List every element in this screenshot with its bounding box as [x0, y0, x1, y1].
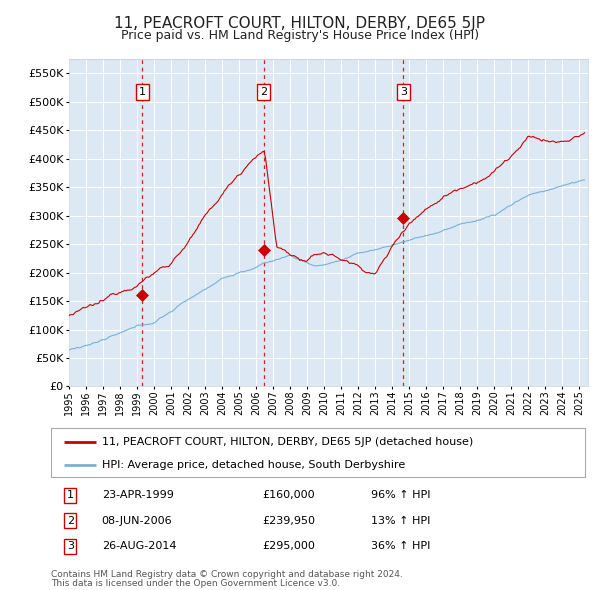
Text: 2: 2: [260, 87, 267, 97]
Text: 08-JUN-2006: 08-JUN-2006: [102, 516, 172, 526]
Text: 2: 2: [67, 516, 74, 526]
Text: 11, PEACROFT COURT, HILTON, DERBY, DE65 5JP: 11, PEACROFT COURT, HILTON, DERBY, DE65 …: [115, 16, 485, 31]
Text: 36% ↑ HPI: 36% ↑ HPI: [371, 541, 431, 551]
Text: £295,000: £295,000: [262, 541, 315, 551]
Text: 11, PEACROFT COURT, HILTON, DERBY, DE65 5JP (detached house): 11, PEACROFT COURT, HILTON, DERBY, DE65 …: [102, 437, 473, 447]
Text: 1: 1: [67, 490, 74, 500]
Text: 26-AUG-2014: 26-AUG-2014: [102, 541, 176, 551]
Text: Contains HM Land Registry data © Crown copyright and database right 2024.: Contains HM Land Registry data © Crown c…: [51, 570, 403, 579]
Text: HPI: Average price, detached house, South Derbyshire: HPI: Average price, detached house, Sout…: [102, 460, 405, 470]
Text: 96% ↑ HPI: 96% ↑ HPI: [371, 490, 431, 500]
Text: 23-APR-1999: 23-APR-1999: [102, 490, 173, 500]
Text: This data is licensed under the Open Government Licence v3.0.: This data is licensed under the Open Gov…: [51, 579, 340, 588]
Text: 3: 3: [400, 87, 407, 97]
Text: Price paid vs. HM Land Registry's House Price Index (HPI): Price paid vs. HM Land Registry's House …: [121, 29, 479, 42]
FancyBboxPatch shape: [51, 428, 585, 477]
Text: 1: 1: [139, 87, 146, 97]
Text: £160,000: £160,000: [262, 490, 314, 500]
Text: 13% ↑ HPI: 13% ↑ HPI: [371, 516, 431, 526]
Text: £239,950: £239,950: [262, 516, 315, 526]
Text: 3: 3: [67, 541, 74, 551]
